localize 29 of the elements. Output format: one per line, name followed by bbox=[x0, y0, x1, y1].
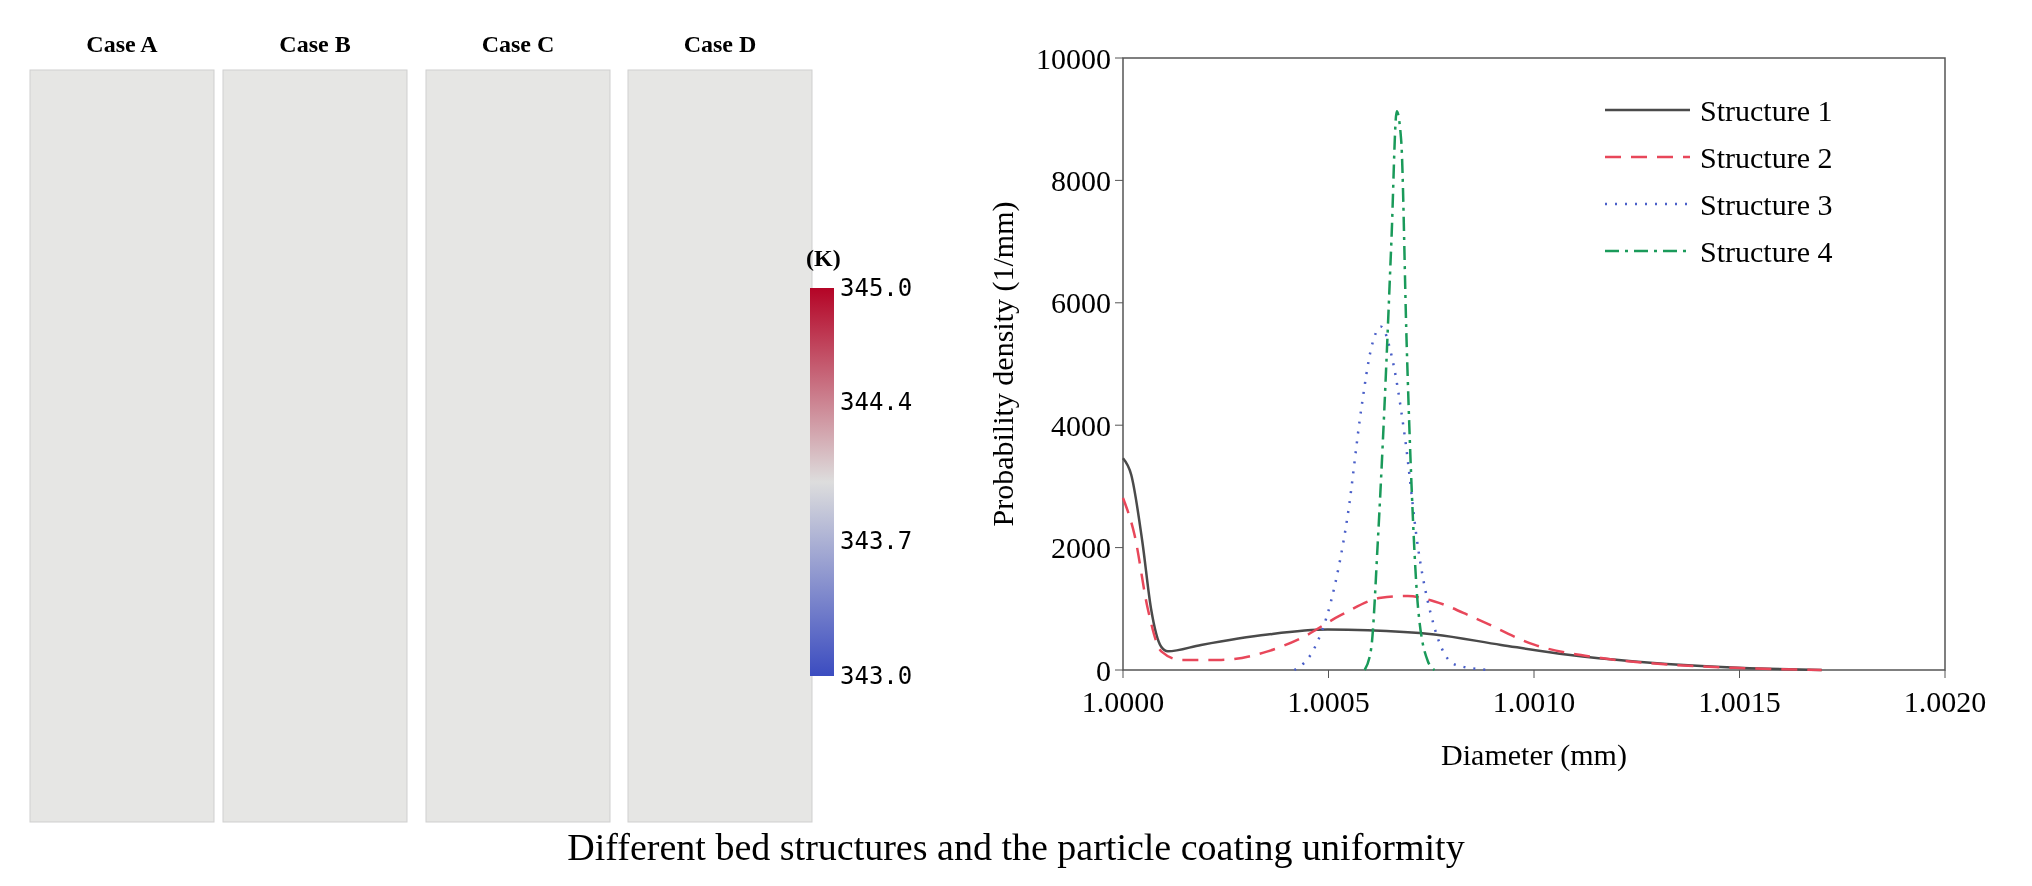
y-tick-label: 6000 bbox=[1051, 286, 1111, 320]
legend-label: Structure 1 bbox=[1700, 93, 1833, 127]
text: Case D bbox=[683, 31, 757, 57]
x-tick-label: 1.0005 bbox=[1287, 685, 1370, 718]
x-tick-label: 1.0020 bbox=[1903, 685, 1987, 718]
text: 344.4 bbox=[840, 388, 913, 417]
x-tick-label: 1.0000 bbox=[1081, 685, 1165, 718]
legend-label: Structure 2 bbox=[1700, 140, 1833, 174]
text: Case C bbox=[481, 31, 555, 57]
x-tick-label: 1.0015 bbox=[1698, 685, 1781, 718]
y-tick-label: 8000 bbox=[1051, 163, 1111, 197]
y-tick-label: 0 bbox=[1096, 653, 1111, 687]
x-axis-title: Diameter (mm) bbox=[1441, 738, 1627, 772]
text: 343.7 bbox=[840, 527, 913, 556]
y-tick-label: 2000 bbox=[1051, 531, 1111, 565]
text: 343.0 bbox=[840, 662, 913, 691]
line-series bbox=[1363, 109, 1436, 672]
y-tick-label: 10000 bbox=[1036, 41, 1111, 75]
text: 345.0 bbox=[840, 274, 913, 303]
x-tick-label: 1.0010 bbox=[1492, 685, 1576, 718]
legend-label: Structure 4 bbox=[1700, 234, 1833, 268]
text: Different bed structures and the particle coating uniformity bbox=[567, 826, 1465, 868]
line-series bbox=[1121, 496, 1823, 672]
legend-label: Structure 3 bbox=[1700, 187, 1833, 221]
y-axis-title: Probability density (1/mm) bbox=[986, 201, 1020, 527]
text: Case A bbox=[86, 31, 159, 57]
text: Case B bbox=[279, 31, 351, 57]
y-tick-label: 4000 bbox=[1051, 408, 1111, 442]
text: (K) bbox=[806, 245, 841, 271]
